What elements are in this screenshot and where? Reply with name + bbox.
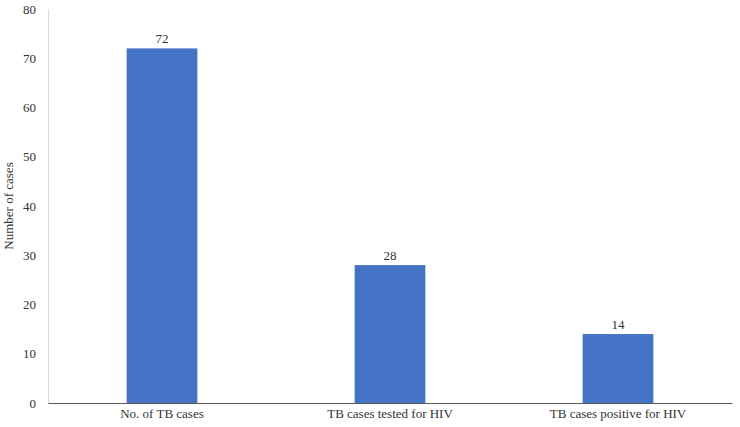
x-tick-label: No. of TB cases xyxy=(120,406,204,421)
y-tick: 50 xyxy=(23,149,48,164)
y-axis: 0 10 20 30 40 50 60 70 80 xyxy=(23,2,49,411)
y-tick-label: 0 xyxy=(30,396,37,411)
y-tick: 10 xyxy=(23,346,48,361)
y-tick-label: 80 xyxy=(23,2,36,17)
x-tick-label: TB cases positive for HIV xyxy=(550,406,687,421)
y-axis-line xyxy=(48,10,49,404)
y-tick-label: 20 xyxy=(23,297,36,312)
data-label: 28 xyxy=(384,248,397,263)
data-label: 72 xyxy=(156,31,169,46)
data-labels: 72 28 14 xyxy=(156,31,626,332)
chart: 0 10 20 30 40 50 60 70 80 No. of TB cases TB cases… xyxy=(0,0,740,427)
y-tick: 40 xyxy=(23,199,48,214)
bar xyxy=(583,334,654,403)
bar xyxy=(127,48,198,403)
x-tick: TB cases positive for HIV xyxy=(550,403,687,421)
y-tick: 0 xyxy=(30,396,49,411)
bar xyxy=(355,265,426,403)
y-tick: 70 xyxy=(23,51,48,66)
y-tick: 60 xyxy=(23,100,48,115)
y-axis-title: Number of cases xyxy=(1,162,16,249)
y-tick: 20 xyxy=(23,297,48,312)
plot: 0 10 20 30 40 50 60 70 80 No. of TB cases TB cases… xyxy=(23,2,733,422)
x-tick-label: TB cases tested for HIV xyxy=(327,406,453,421)
x-axis: No. of TB cases TB cases tested for HIV TB… xyxy=(49,403,733,421)
x-tick: TB cases tested for HIV xyxy=(327,403,453,421)
y-tick-label: 10 xyxy=(23,346,36,361)
y-tick: 30 xyxy=(23,248,48,263)
bars xyxy=(127,48,654,403)
y-tick-label: 50 xyxy=(23,149,36,164)
y-tick-label: 60 xyxy=(23,100,36,115)
data-label: 14 xyxy=(612,317,626,332)
x-axis-line xyxy=(49,403,733,404)
y-tick-label: 70 xyxy=(23,51,36,66)
y-tick: 80 xyxy=(23,2,48,17)
y-tick-label: 30 xyxy=(23,248,36,263)
x-tick: No. of TB cases xyxy=(120,403,204,421)
y-tick-label: 40 xyxy=(23,199,36,214)
